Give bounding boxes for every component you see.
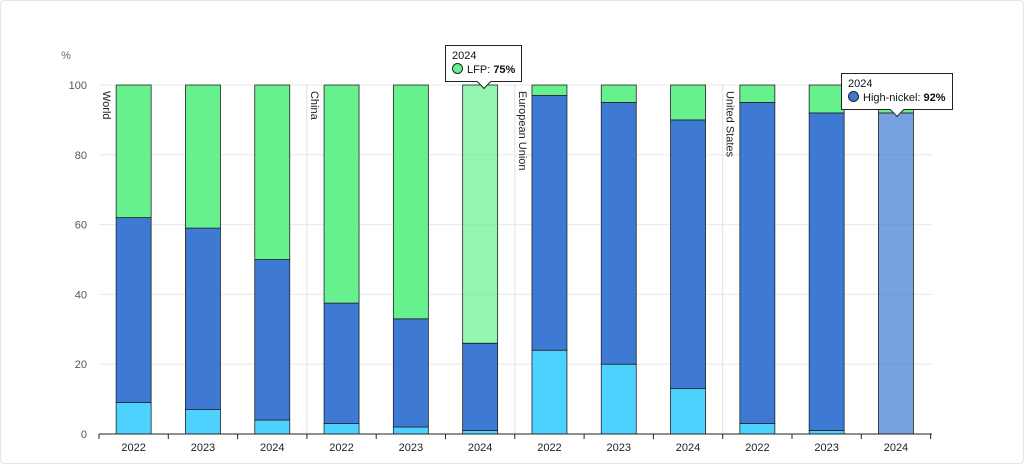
bar-segment <box>670 388 706 435</box>
bar-segment <box>185 227 221 410</box>
y-axis-unit-label: % <box>61 50 71 62</box>
bar-segment <box>254 419 291 435</box>
legend-dot-icon <box>848 91 859 102</box>
bar-segment <box>392 426 429 435</box>
x-tick-label: 2024 <box>884 442 908 454</box>
bar-segment <box>115 402 152 435</box>
bar-segment <box>600 102 637 365</box>
x-tick-label: 2023 <box>607 442 631 454</box>
bar-segment <box>254 259 291 421</box>
bar-segment <box>392 318 429 428</box>
bar-segment <box>254 84 291 260</box>
bar-segment <box>462 84 499 344</box>
y-tick-label: 40 <box>75 289 87 301</box>
tooltip-year: 2024 <box>848 78 873 90</box>
region-label: United States <box>724 91 736 158</box>
x-tick-label: 2023 <box>191 442 215 454</box>
x-tick-label: 2022 <box>121 442 145 454</box>
bar-segment <box>392 84 429 320</box>
tooltip-high-nickel: 2024 High-nickel: 92% <box>841 73 953 110</box>
bar-segment <box>185 84 221 229</box>
x-tick-label: 2022 <box>329 442 353 454</box>
y-tick-label: 100 <box>69 80 87 92</box>
bar-segment <box>531 349 568 435</box>
bar-segment <box>323 423 360 435</box>
bar-segment <box>462 342 499 431</box>
bar-segment <box>531 95 568 351</box>
region-label: European Union <box>516 91 528 171</box>
bar-segment <box>323 84 360 304</box>
legend-dot-icon <box>452 63 463 74</box>
x-tick-label: 2022 <box>745 442 769 454</box>
bar-segment <box>670 119 706 390</box>
tooltip-series: LFP <box>467 64 488 76</box>
x-tick-label: 2023 <box>399 442 423 454</box>
bar-segment <box>739 84 776 103</box>
bar-segment <box>808 430 845 435</box>
y-tick-label: 20 <box>75 359 87 371</box>
y-tick-label: 0 <box>81 429 87 441</box>
tooltip-year: 2024 <box>452 50 477 62</box>
bar-segment <box>670 84 706 121</box>
x-tick-label: 2024 <box>468 442 492 454</box>
bar-segment <box>878 112 914 435</box>
x-tick-label: 2022 <box>537 442 561 454</box>
tooltip-series: High-nickel <box>863 92 918 104</box>
y-tick-label: 80 <box>75 150 87 162</box>
bar-segment <box>739 423 776 435</box>
bar-segment <box>600 84 637 103</box>
bar-segment <box>323 302 360 424</box>
x-tick-label: 2024 <box>676 442 700 454</box>
tooltip-value: 75% <box>493 64 516 76</box>
bar-segment <box>531 84 568 96</box>
bar-segment <box>462 430 499 435</box>
bar-segment <box>600 363 637 435</box>
bar-segment <box>808 112 845 431</box>
bar-segment <box>185 409 221 435</box>
y-tick-label: 60 <box>75 220 87 232</box>
region-label: World <box>100 91 112 120</box>
region-label: China <box>308 91 320 121</box>
tooltip-lfp: 2024 LFP: 75% <box>445 45 523 82</box>
tooltip-value: 92% <box>923 92 946 104</box>
bar-segment <box>115 217 152 403</box>
bar-segment <box>739 102 776 424</box>
bar-segment <box>115 84 152 219</box>
x-tick-label: 2024 <box>260 442 284 454</box>
bar-segment <box>808 84 845 114</box>
x-tick-label: 2023 <box>814 442 838 454</box>
